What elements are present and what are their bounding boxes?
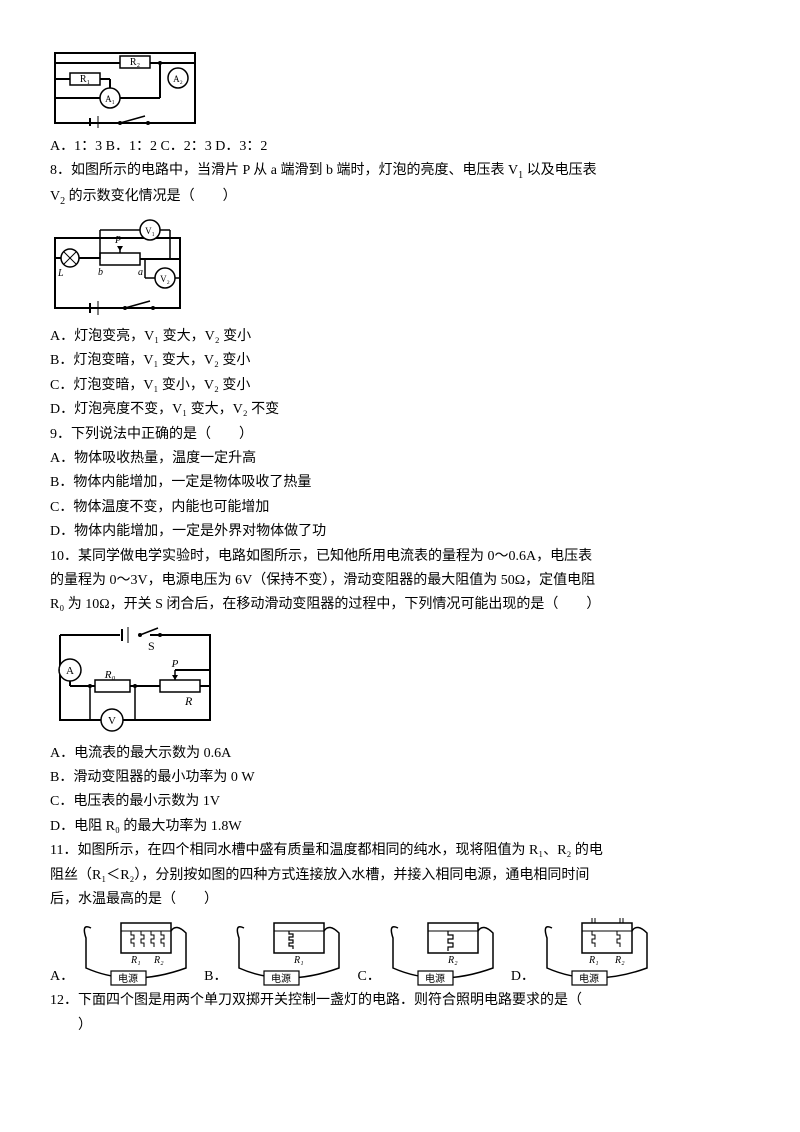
svg-text:P: P <box>171 658 179 670</box>
q10-circuit: S A R₀ P R V <box>50 625 750 735</box>
q8-stem: 8．如图所示的电路中，当滑片 P 从 a 端滑到 b 端时，灯泡的亮度、电压表 … <box>50 160 750 184</box>
q11-label-c: C． <box>357 966 380 988</box>
q11-circuit-c: R₂ 电源 <box>383 913 503 988</box>
svg-text:R: R <box>184 694 193 708</box>
q10-stem-1: 10．某同学做电学实验时，电路如图所示，已知他所用电流表的量程为 0～0.6A，… <box>50 546 750 568</box>
svg-text:R₁: R₁ <box>80 74 90 85</box>
svg-text:a: a <box>138 267 143 278</box>
q8-opt-b: B．灯泡变暗，V₁ 变大，V₂ 变小 <box>50 350 750 372</box>
svg-text:R₂: R₂ <box>130 57 140 68</box>
svg-text:V₂: V₂ <box>160 274 170 284</box>
q11-circuit-b: R₁ 电源 <box>229 913 349 988</box>
svg-text:V: V <box>108 715 116 727</box>
svg-text:电源: 电源 <box>425 972 445 985</box>
svg-text:电源: 电源 <box>118 972 138 985</box>
q7-options: A．1：3 B．1：2 C．2：3 D．3：2 <box>50 136 750 158</box>
svg-text:V₁: V₁ <box>145 226 155 236</box>
q9-opt-b: B．物体内能增加，一定是物体吸收了热量 <box>50 472 750 494</box>
q9-opt-a: A．物体吸收热量，温度一定升高 <box>50 448 750 470</box>
q11-stem-2: 阻丝（R₁＜R₂），分别按如图的四种方式连接放入水槽，并接入相同电源，通电相同时… <box>50 865 750 887</box>
q8-opt-a: A．灯泡变亮，V₁ 变大，V₂ 变小 <box>50 326 750 348</box>
q12-stem-1: 12．下面四个图是用两个单刀双掷开关控制一盏灯的电路．则符合照明电路要求的是（ <box>50 990 750 1012</box>
svg-text:电源: 电源 <box>579 972 599 985</box>
q10-opt-a: A．电流表的最大示数为 0.6A <box>50 743 750 765</box>
q10-opt-d: D．电阻 R₀ 的最大功率为 1.8W <box>50 816 750 838</box>
q9-stem: 9．下列说法中正确的是（ ） <box>50 424 750 446</box>
q11-options-row: A． R₁ R₂ 电源 B． R₁ 电源 C． <box>50 913 750 988</box>
q12-stem-2: ） <box>50 1015 750 1037</box>
svg-text:R₁: R₁ <box>130 955 141 966</box>
svg-text:A₁: A₁ <box>105 94 115 104</box>
q10-stem-3: R₀ 为 10Ω，开关 S 闭合后，在移动滑动变阻器的过程中，下列情况可能出现的… <box>50 594 750 616</box>
q11-circuit-a: R₁ R₂ 电源 <box>76 913 196 988</box>
q10-stem-2: 的量程为 0～3V，电源电压为 6V（保持不变），滑动变阻器的最大阻值为 50Ω… <box>50 570 750 592</box>
svg-text:A: A <box>66 665 74 677</box>
q10-opt-c: C．电压表的最小示数为 1V <box>50 791 750 813</box>
q11-circuit-d: R₁ R₂ 电源 <box>537 913 657 988</box>
q11-label-d: D． <box>511 966 535 988</box>
svg-text:R₂: R₂ <box>447 955 458 966</box>
svg-text:R₂: R₂ <box>614 955 625 966</box>
svg-text:L: L <box>57 268 64 279</box>
svg-text:R₀: R₀ <box>104 669 116 681</box>
q9-opt-d: D．物体内能增加，一定是外界对物体做了功 <box>50 521 750 543</box>
q11-stem-3: 后，水温最高的是（ ） <box>50 889 750 911</box>
svg-text:R₁: R₁ <box>293 955 304 966</box>
q8-opt-c: C．灯泡变暗，V₁ 变小，V₂ 变小 <box>50 375 750 397</box>
q9-opt-c: C．物体温度不变，内能也可能增加 <box>50 497 750 519</box>
svg-text:R₂: R₂ <box>153 955 164 966</box>
svg-text:电源: 电源 <box>271 972 291 985</box>
q8-circuit: L P b a V₁ V₂ <box>50 218 750 318</box>
q7-circuit: R₁ R₂ A₁ A₂ <box>50 48 750 128</box>
q8-opt-d: D．灯泡亮度不变，V₁ 变大，V₂ 不变 <box>50 399 750 421</box>
q10-opt-b: B．滑动变阻器的最小功率为 0 W <box>50 767 750 789</box>
q11-label-b: B． <box>204 966 227 988</box>
svg-text:R₁: R₁ <box>588 955 599 966</box>
svg-text:b: b <box>98 267 103 278</box>
q11-stem-1: 11．如图所示，在四个相同水槽中盛有质量和温度都相同的纯水，现将阻值为 R₁、R… <box>50 840 750 862</box>
q8-stem-2: V2 的示数变化情况是（ ） <box>50 186 750 210</box>
svg-text:A₂: A₂ <box>173 74 183 84</box>
svg-text:S: S <box>148 639 155 653</box>
q11-label-a: A． <box>50 966 74 988</box>
svg-text:P: P <box>114 235 121 246</box>
